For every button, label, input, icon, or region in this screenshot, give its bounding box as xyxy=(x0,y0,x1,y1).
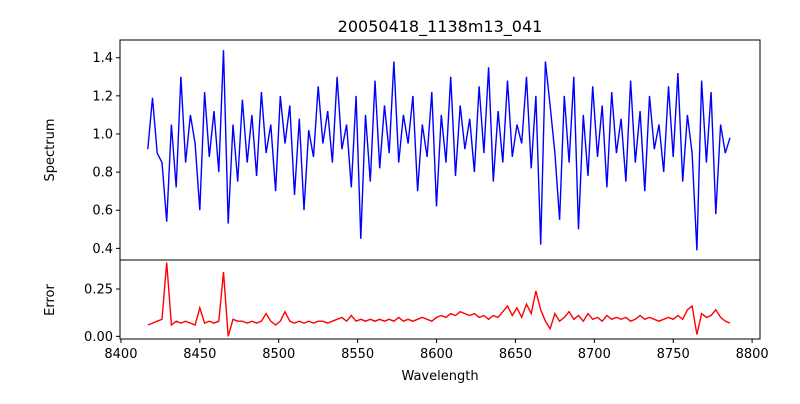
error-series-line xyxy=(147,262,731,337)
y-tick-label: 0.6 xyxy=(92,204,113,219)
x-tick-label: 8600 xyxy=(420,347,453,362)
y-tick-label: 1.0 xyxy=(92,127,113,142)
y-axis-label-error: Error xyxy=(43,284,58,316)
x-tick-label: 8500 xyxy=(262,347,295,362)
x-tick-label: 8650 xyxy=(499,347,532,362)
x-tick-label: 8750 xyxy=(657,347,690,362)
chart-title: 20050418_1138m13_041 xyxy=(338,17,543,37)
x-tick-label: 8800 xyxy=(736,347,769,362)
x-axis-label: Wavelength xyxy=(401,369,478,384)
y-tick-label: 1.4 xyxy=(92,51,113,66)
y-axis-label-spectrum: Spectrum xyxy=(43,119,58,182)
y-tick-label: 1.2 xyxy=(92,89,113,104)
x-tick-label: 8550 xyxy=(341,347,374,362)
spectrum-series-line xyxy=(147,50,731,251)
y-tick-label: 0.8 xyxy=(92,166,113,181)
x-tick-label: 8400 xyxy=(104,347,137,362)
y-tick-label: 0.25 xyxy=(84,282,113,297)
y-tick-label: 0.4 xyxy=(92,242,113,257)
x-tick-label: 8700 xyxy=(578,347,611,362)
axes-frame xyxy=(119,259,761,340)
x-tick-label: 8450 xyxy=(183,347,216,362)
y-tick-label: 0.00 xyxy=(84,330,113,345)
